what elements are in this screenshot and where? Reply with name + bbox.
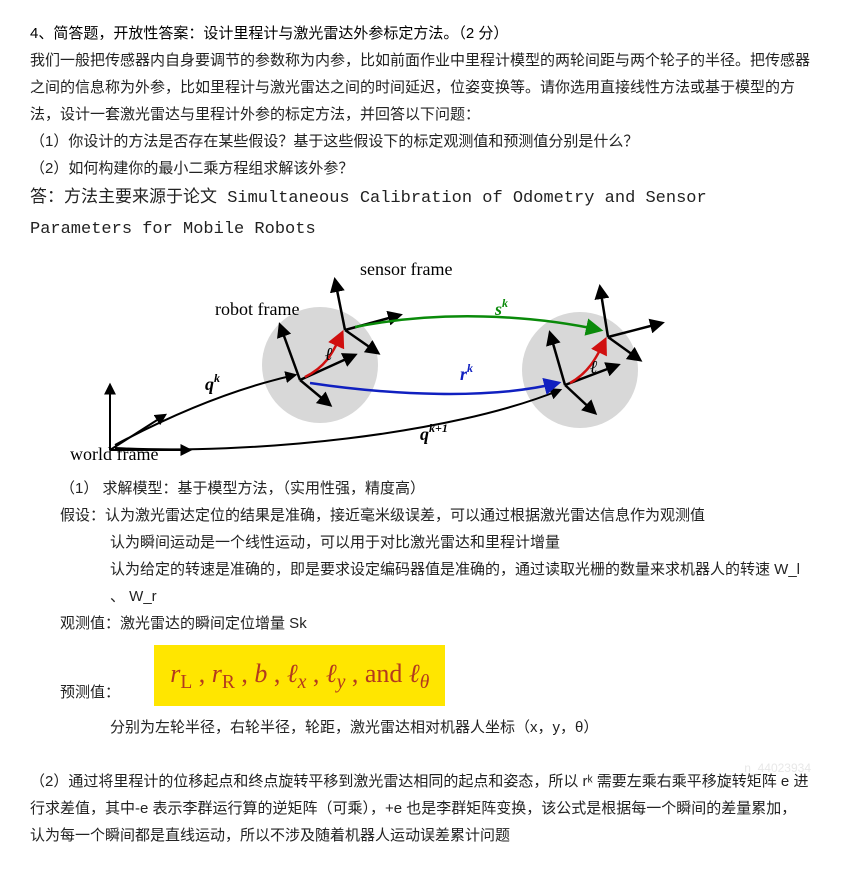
- sec2-body: （2）通过将里程计的位移起点和终点旋转平移到激光雷达相同的起点和姿态，所以 rᵏ…: [30, 768, 811, 849]
- assume-3: 认为给定的转速是准确的，即是要求设定编码器值是准确的，通过读取光栅的数量来求机器…: [30, 556, 811, 610]
- assume-2: 认为瞬间运动是一个线性运动，可以用于对比激光雷达和里程计增量: [30, 529, 811, 556]
- qk-label: qk: [205, 371, 220, 394]
- question-sub2: （2）如何构建你的最小二乘方程组求解该外参？: [30, 155, 811, 182]
- qk1-label: qk+1: [420, 421, 448, 444]
- answer-paper-ref: 方法主要来源于论文 Simultaneous Calibration of Od…: [30, 189, 707, 239]
- answer-intro: 答：方法主要来源于论文 Simultaneous Calibration of …: [30, 182, 811, 245]
- prediction-formula: rL , rR , b , ℓx , ℓy , and ℓθ: [154, 645, 445, 706]
- robot-pose-k1: [522, 312, 638, 428]
- question-title: 4、简答题，开放性答案：设计里程计与激光雷达外参标定方法。（2 分）: [30, 20, 811, 47]
- sec1-title: （1） 求解模型：基于模型方法，（实用性强，精度高）: [30, 475, 811, 502]
- prediction-row: 预测值： rL , rR , b , ℓx , ℓy , and ℓθ: [30, 645, 811, 706]
- l-label-k: ℓ: [325, 344, 333, 364]
- observation-row: 观测值：激光雷达的瞬间定位增量 Sk: [30, 610, 811, 637]
- sec1-assume-row1: 假设：认为激光雷达定位的结果是准确，接近毫米级误差，可以通过根据激光雷达信息作为…: [30, 502, 811, 529]
- l-label-k1: ℓ: [590, 357, 598, 377]
- question-body-p1: 我们一般把传感器内自身要调节的参数称为内参，比如前面作业中里程计模型的两轮间距与…: [30, 47, 811, 128]
- obs-value: 激光雷达的瞬间定位增量 Sk: [120, 615, 307, 632]
- robot-frame-label: robot frame: [215, 299, 299, 319]
- pred-explain: 分别为左轮半径，右轮半径，轮距，激光雷达相对机器人坐标（x，y，θ）: [30, 714, 811, 741]
- pred-label: 预测值：: [30, 679, 120, 706]
- answer-label: 答：: [30, 187, 64, 206]
- assume-label: 假设：: [60, 507, 105, 524]
- sk-label: sk: [494, 296, 508, 319]
- obs-label: 观测值：: [60, 615, 120, 632]
- robot-pose-k: [262, 307, 378, 423]
- rk-label: rk: [460, 361, 473, 384]
- calibration-diagram: world frame qk qk+1 robot frame ℓ sensor…: [70, 255, 710, 465]
- world-frame-label: world frame: [70, 444, 158, 464]
- question-sub1: （1）你设计的方法是否存在某些假设？基于这些假设下的标定观测值和预测值分别是什么…: [30, 128, 811, 155]
- sensor-frame-label: sensor frame: [360, 259, 452, 279]
- assume-1: 认为激光雷达定位的结果是准确，接近毫米级误差，可以通过根据激光雷达信息作为观测值: [105, 507, 705, 524]
